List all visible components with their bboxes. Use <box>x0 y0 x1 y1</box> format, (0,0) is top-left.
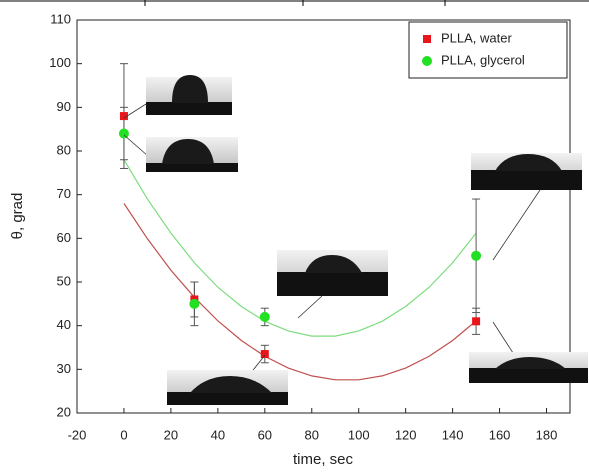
droplet-image <box>146 137 238 172</box>
y-tick-label: 30 <box>57 361 71 376</box>
y-axis-label: θ, grad <box>9 193 26 240</box>
point <box>471 250 482 261</box>
x-tick-label: 160 <box>489 427 511 442</box>
point <box>189 298 200 309</box>
leader-line <box>123 134 149 157</box>
x-tick-label: 20 <box>164 427 178 442</box>
leader-line <box>492 189 541 261</box>
y-tick-label: 80 <box>57 142 71 157</box>
point <box>118 128 129 139</box>
point <box>472 317 481 326</box>
legend: PLLA, water PLLA, glycerol <box>408 21 568 79</box>
x-axis-label: time, sec <box>293 451 354 468</box>
x-tick-label: 0 <box>120 427 127 442</box>
x-tick-label: 120 <box>395 427 417 442</box>
point <box>119 112 128 121</box>
plot-area: -20 0 20 40 60 80 100 120 140 160 180 20 30 40 50 60 70 8… <box>49 11 571 442</box>
droplet-image <box>277 250 388 296</box>
x-tick-label: 80 <box>305 427 319 442</box>
legend-marker <box>422 56 432 66</box>
legend-label: PLLA, water <box>441 30 512 45</box>
point <box>259 311 270 322</box>
x-tick-label: -20 <box>68 427 87 442</box>
x-tick-label: 60 <box>258 427 272 442</box>
droplet-image <box>167 370 288 405</box>
fit-line <box>123 159 477 337</box>
table-border <box>0 0 589 6</box>
leader-line <box>123 103 147 119</box>
x-tick-label: 100 <box>348 427 370 442</box>
fit-line <box>123 203 477 381</box>
y-tick-label: 100 <box>49 55 71 70</box>
legend-label: PLLA, glycerol <box>441 52 525 67</box>
droplet-image <box>471 153 582 190</box>
leader-line <box>297 295 323 319</box>
droplet-image <box>469 352 588 383</box>
legend-marker <box>423 35 431 43</box>
droplet-insets <box>123 75 588 405</box>
y-tick-label: 70 <box>57 186 71 201</box>
plot-frame <box>76 19 571 414</box>
y-tick-label: 110 <box>50 11 71 26</box>
x-tick-label: 180 <box>536 427 558 442</box>
droplet-image <box>146 75 232 115</box>
x-tick-label: 140 <box>442 427 464 442</box>
y-tick-label: 90 <box>57 99 71 114</box>
legend-frame <box>408 21 568 79</box>
y-tick-label: 20 <box>57 404 71 419</box>
y-tick-label: 40 <box>57 317 71 332</box>
leader-line <box>492 321 516 357</box>
x-tick-label: 40 <box>211 427 225 442</box>
point <box>260 350 269 359</box>
y-tick-label: 50 <box>57 273 71 288</box>
y-tick-label: 60 <box>57 230 71 245</box>
